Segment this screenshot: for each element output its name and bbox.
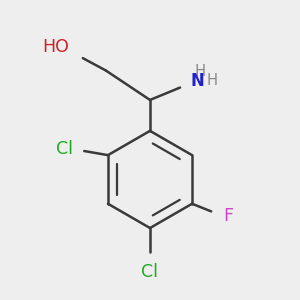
Text: Cl: Cl [56,140,73,158]
Text: HO: HO [42,38,69,56]
Text: H: H [194,64,206,80]
Text: F: F [223,206,233,224]
Text: Cl: Cl [142,263,158,281]
Text: N: N [190,72,204,90]
Text: H: H [206,73,218,88]
